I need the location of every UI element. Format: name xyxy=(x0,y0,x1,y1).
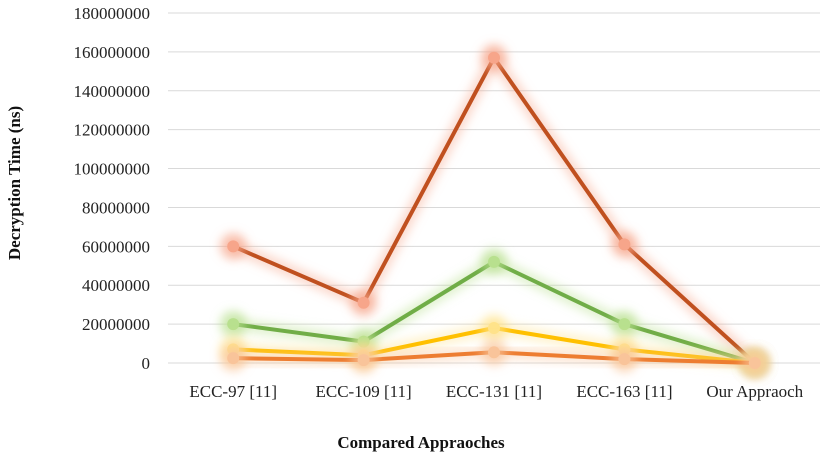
series-4 xyxy=(220,339,768,376)
x-tick-label: ECC-109 [11] xyxy=(316,382,412,401)
y-axis-title: Decryption Time (ns) xyxy=(5,106,24,260)
data-point xyxy=(227,318,240,331)
data-point xyxy=(357,296,370,309)
data-point xyxy=(748,357,761,369)
y-tick-label: 20000000 xyxy=(82,315,150,334)
y-tick-label: 0 xyxy=(142,354,151,373)
y-tick-label: 60000000 xyxy=(82,237,150,256)
data-point xyxy=(618,318,631,331)
data-point xyxy=(488,51,500,64)
x-tick-label: Our Appraoch xyxy=(706,382,803,401)
data-point xyxy=(488,255,500,268)
x-tick-label: ECC-131 [11] xyxy=(446,382,542,401)
x-tick-label: ECC-97 [11] xyxy=(189,382,277,401)
data-point xyxy=(227,352,240,365)
x-axis-ticks: ECC-97 [11] ECC-109 [11] ECC-131 [11] ECC-1… xyxy=(189,382,803,401)
data-point xyxy=(227,240,240,253)
y-tick-label: 100000000 xyxy=(74,160,151,179)
y-tick-label: 40000000 xyxy=(82,276,150,295)
data-point xyxy=(488,322,500,334)
y-tick-label: 180000000 xyxy=(74,4,151,23)
y-tick-label: 160000000 xyxy=(74,43,151,62)
y-tick-label: 120000000 xyxy=(74,121,151,140)
data-point xyxy=(618,238,631,251)
data-point xyxy=(488,346,500,359)
x-tick-label: ECC-163 [11] xyxy=(576,382,672,401)
y-tick-label: 140000000 xyxy=(74,82,151,101)
x-axis-title: Compared Appraoches xyxy=(337,433,505,452)
y-axis-ticks: 0 20000000 40000000 60000000 80000000 1000000… xyxy=(74,4,151,373)
data-point xyxy=(357,354,370,367)
series-lines xyxy=(220,44,768,376)
y-tick-label: 80000000 xyxy=(82,198,150,217)
data-point xyxy=(618,353,631,366)
